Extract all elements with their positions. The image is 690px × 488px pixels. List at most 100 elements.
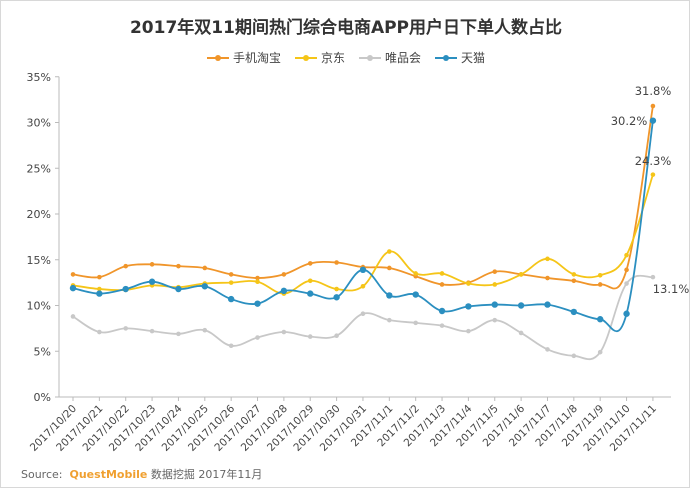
y-tick-label: 0%: [34, 391, 51, 404]
data-point: [255, 335, 260, 340]
data-point: [465, 303, 472, 310]
data-point: [597, 349, 603, 355]
data-point: [597, 282, 603, 287]
data-point: [387, 265, 392, 271]
y-tick-label: 25%: [27, 162, 51, 175]
data-point: [624, 267, 629, 273]
data-point: [650, 172, 656, 177]
data-point: [255, 279, 260, 285]
data-point: [360, 283, 366, 289]
data-point: [280, 287, 288, 295]
legend-swatch: [359, 54, 381, 61]
data-point: [545, 347, 550, 352]
source-label: Source:: [21, 468, 63, 481]
data-point: [544, 301, 551, 308]
legend-item: 京东: [294, 49, 345, 66]
series-line: [72, 105, 654, 290]
y-tick-label: 20%: [27, 208, 51, 221]
data-point: [334, 333, 339, 338]
data-point: [413, 271, 418, 276]
data-point: [650, 274, 656, 280]
data-point: [70, 272, 76, 277]
data-point: [254, 300, 261, 307]
legend-item: 天猫: [435, 49, 485, 66]
data-point: [70, 314, 76, 319]
data-point: [97, 274, 102, 280]
data-point: [334, 286, 339, 292]
data-point: [149, 262, 155, 267]
data-point: [69, 284, 77, 292]
data-point: [571, 272, 577, 277]
data-point: [228, 280, 234, 285]
data-point: [148, 278, 156, 285]
data-point: [545, 275, 550, 281]
data-point: [227, 295, 235, 303]
data-point: [307, 261, 313, 266]
legend-swatch: [206, 54, 229, 61]
data-point: [597, 316, 604, 323]
data-point: [176, 263, 181, 269]
data-point: [439, 323, 445, 328]
source-brand: QuestMobile: [69, 468, 148, 481]
data-point: [624, 252, 629, 258]
legend: 手机淘宝 京东 唯品会 天猫: [1, 49, 689, 66]
data-point: [466, 328, 471, 334]
data-point: [228, 272, 234, 277]
data-point: [517, 302, 525, 309]
legend-item: 手机淘宝: [206, 49, 281, 66]
data-point: [387, 249, 392, 254]
data-point: [281, 329, 287, 335]
data-label: 13.1%: [653, 282, 690, 296]
source-note: Source: QuestMobile 数据挖掘 2017年11月: [21, 466, 262, 482]
data-point: [545, 256, 550, 262]
data-label: 30.2%: [611, 114, 648, 128]
legend-swatch: [294, 54, 317, 61]
legend-item: 唯品会: [359, 49, 421, 66]
data-point: [334, 260, 339, 265]
data-point: [412, 291, 419, 298]
data-point: [518, 330, 524, 336]
y-tick-label: 5%: [34, 345, 51, 358]
data-point: [333, 294, 340, 301]
data-point: [439, 271, 445, 276]
data-point: [623, 310, 630, 317]
legend-label: 京东: [320, 51, 345, 65]
data-label: 24.3%: [635, 154, 672, 168]
data-point: [96, 290, 103, 297]
chart-title: 2017年双11期间热门综合电商APP用户日下单人数占比: [129, 18, 563, 38]
data-point: [387, 317, 392, 323]
source-text: 数据挖掘 2017年11月: [150, 468, 263, 481]
legend-label: 天猫: [461, 51, 486, 65]
data-point: [386, 292, 393, 299]
data-point: [624, 281, 629, 286]
data-point: [123, 326, 129, 331]
legend-swatch: [435, 54, 458, 61]
data-point: [571, 353, 577, 359]
legend-label: 唯品会: [385, 51, 422, 65]
data-point: [176, 331, 181, 337]
data-point: [438, 307, 446, 315]
data-point: [307, 334, 313, 339]
data-label: 31.8%: [635, 84, 672, 98]
legend-label: 手机淘宝: [232, 51, 281, 65]
data-point: [413, 320, 418, 326]
data-point: [307, 278, 313, 284]
data-point: [492, 317, 498, 323]
data-point: [492, 269, 498, 274]
data-point: [439, 282, 445, 287]
data-point: [123, 263, 129, 269]
y-tick-label: 35%: [27, 71, 51, 84]
data-point: [201, 283, 208, 290]
data-point: [202, 265, 208, 271]
data-point: [570, 308, 578, 316]
data-point: [281, 272, 287, 277]
data-point: [307, 290, 314, 297]
data-point: [360, 311, 366, 317]
data-point: [649, 117, 657, 124]
data-point: [228, 343, 234, 349]
data-point: [571, 278, 577, 284]
data-point: [597, 273, 603, 278]
series-line: [72, 174, 654, 295]
y-tick-label: 30%: [27, 117, 51, 130]
